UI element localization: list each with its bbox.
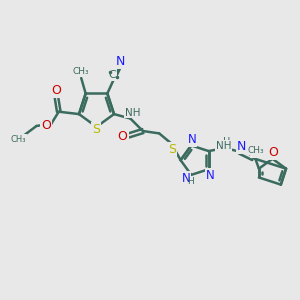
- Text: C: C: [109, 70, 117, 80]
- Text: CH₃: CH₃: [73, 67, 89, 76]
- Text: O: O: [51, 84, 61, 98]
- Text: H: H: [187, 178, 194, 187]
- Text: S: S: [92, 123, 101, 136]
- Text: CH₃: CH₃: [248, 146, 264, 155]
- Text: N: N: [116, 56, 125, 68]
- Text: H: H: [251, 147, 258, 157]
- Text: O: O: [268, 146, 278, 159]
- Text: CH₃: CH₃: [11, 135, 26, 144]
- Text: S: S: [168, 143, 176, 156]
- Text: N: N: [237, 140, 246, 153]
- Text: O: O: [118, 130, 128, 143]
- Text: H: H: [223, 136, 230, 147]
- Text: NH: NH: [125, 108, 140, 118]
- Text: O: O: [41, 118, 51, 132]
- Text: N: N: [182, 172, 190, 185]
- Text: N: N: [188, 133, 196, 146]
- Text: NH: NH: [216, 141, 231, 151]
- Text: N: N: [206, 169, 214, 182]
